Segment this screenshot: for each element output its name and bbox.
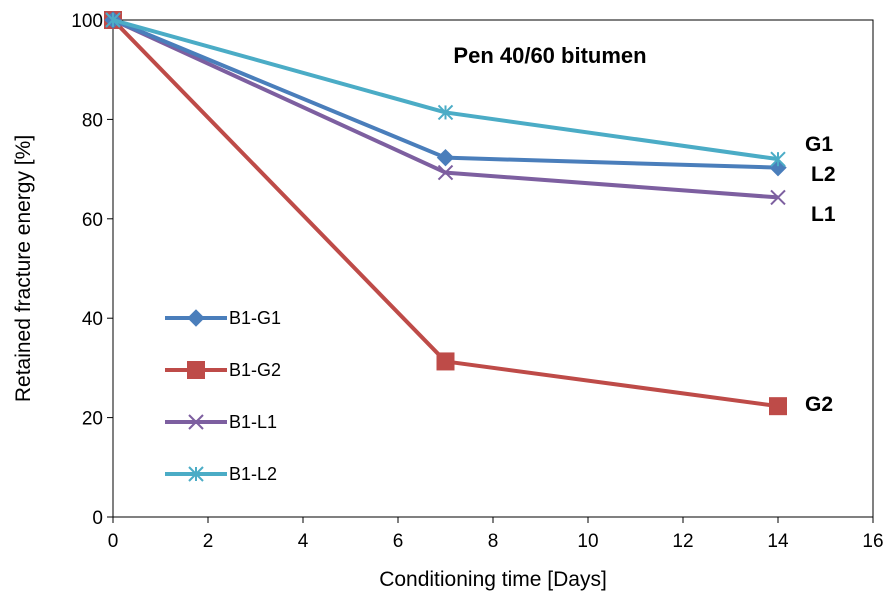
data-point-b1-g1 xyxy=(436,148,455,167)
series-layer xyxy=(104,11,787,416)
data-point-b1-l2 xyxy=(437,104,454,121)
x-tick-label: 6 xyxy=(393,531,404,552)
x-tick-label: 16 xyxy=(862,531,883,552)
legend-item-b1-l2: B1-L2 xyxy=(165,464,277,484)
data-point-b1-l2 xyxy=(770,151,786,167)
end-label-g1: G1 xyxy=(805,133,833,156)
chart-title: Pen 40/60 bitumen xyxy=(453,43,646,68)
y-tick-label: 80 xyxy=(82,110,103,131)
legend-marker xyxy=(187,309,205,327)
data-point-b1-g2 xyxy=(436,352,455,371)
y-tick-label: 0 xyxy=(92,508,103,529)
end-label-g2: G2 xyxy=(805,393,833,416)
legend-label: B1-L1 xyxy=(229,412,277,432)
legend-label: B1-G2 xyxy=(229,360,281,380)
series-b1-l2 xyxy=(105,12,786,167)
labels-layer: Pen 40/60 bitumen G1 G2 L1 L2 xyxy=(453,43,835,416)
legend-label: B1-G1 xyxy=(229,308,281,328)
series-b1-g1 xyxy=(104,11,787,177)
legend-marker xyxy=(188,466,204,482)
data-point-b1-l1-stroke xyxy=(437,164,454,181)
legend-marker-stroke xyxy=(188,414,204,430)
data-point-b1-g2 xyxy=(769,397,787,416)
legend-item-b1-g2: B1-G2 xyxy=(165,360,281,380)
y-tick-label: 40 xyxy=(82,309,103,330)
y-tick-label: 20 xyxy=(82,409,103,430)
data-point-b1-l1 xyxy=(770,189,786,206)
legend-marker xyxy=(188,414,204,430)
legend-label: B1-L2 xyxy=(229,464,277,484)
series-line-b1-l2 xyxy=(112,18,779,162)
x-tick-label: 8 xyxy=(488,531,499,552)
data-point-b1-l1 xyxy=(437,164,454,181)
y-axis-label: Retained fracture energy [%] xyxy=(12,135,35,402)
x-tick-label: 12 xyxy=(672,531,693,552)
axes: 0 20 40 60 80 100 0 2 4 6 8 10 12 14 16 Conditioning ti… xyxy=(12,11,884,591)
x-tick-label: 2 xyxy=(203,531,214,552)
end-label-l1: L1 xyxy=(811,203,836,226)
legend-item-b1-g1: B1-G1 xyxy=(165,308,281,328)
legend: B1-G1 B1-G2 B1-L1 B1-L2 xyxy=(165,308,281,484)
data-point-b1-l1-stroke xyxy=(770,189,786,206)
x-tick-label: 10 xyxy=(577,531,598,552)
legend-marker xyxy=(187,361,205,379)
series-line-b1-g2 xyxy=(111,18,779,409)
legend-item-b1-l1: B1-L1 xyxy=(165,412,277,432)
x-tick-label: 0 xyxy=(108,531,119,552)
x-tick-label: 4 xyxy=(298,531,309,552)
data-point-b1-l2 xyxy=(105,12,121,28)
x-axis-label: Conditioning time [Days] xyxy=(379,568,607,591)
y-tick-label: 60 xyxy=(82,210,103,231)
series-b1-g2 xyxy=(104,11,787,416)
plot-frame xyxy=(112,19,874,518)
end-label-l2: L2 xyxy=(811,163,836,186)
y-tick-label: 100 xyxy=(71,11,103,32)
x-tick-label: 14 xyxy=(767,531,789,552)
